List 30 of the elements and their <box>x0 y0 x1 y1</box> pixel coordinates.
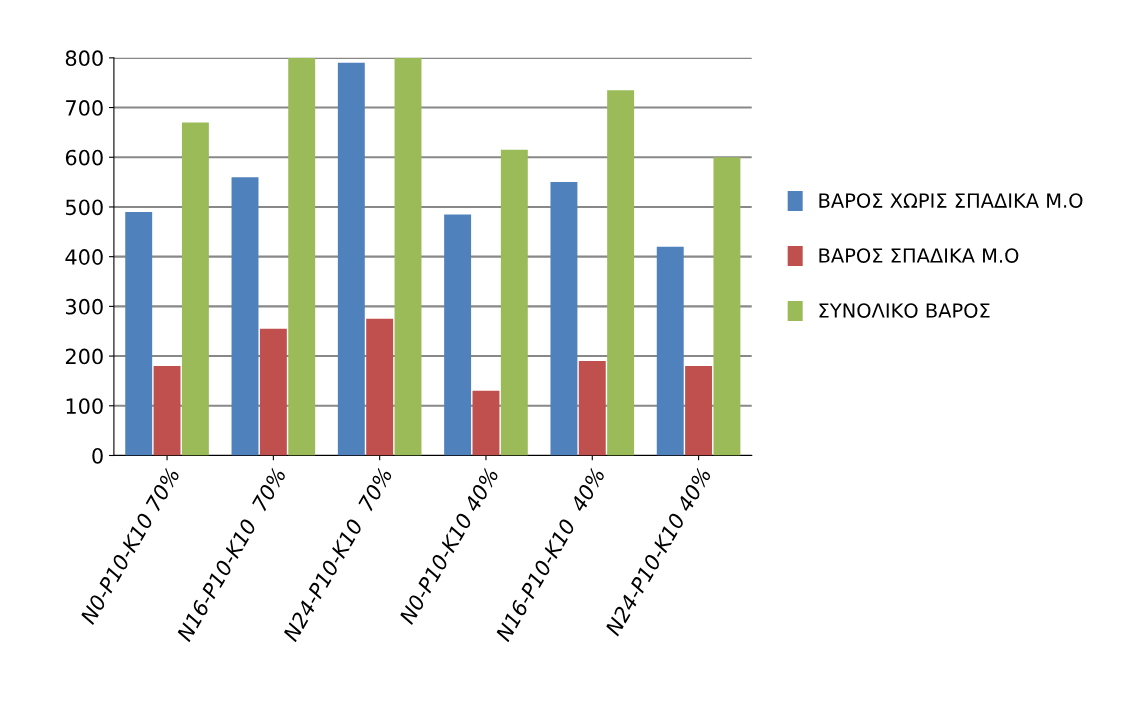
y-tick-label: 400 <box>65 249 103 265</box>
bar <box>153 366 181 456</box>
bar <box>713 157 741 456</box>
bar <box>125 211 153 456</box>
y-tick-label: 200 <box>65 348 103 365</box>
legend-label: ΒΑΡΟΣ ΧΩΡΙΣ ΣΠΑΔΙΚΑ Μ.Ο <box>819 193 1083 208</box>
legend-label: ΒΑΡΟΣ ΣΠΑΔΙΚΑ Μ.Ο <box>819 248 1019 263</box>
bar <box>288 57 316 456</box>
bar <box>366 318 394 456</box>
y-tick-label: 700 <box>66 100 103 116</box>
bar <box>656 246 684 456</box>
bar <box>337 62 365 456</box>
y-tick-label: 500 <box>66 199 103 216</box>
bar <box>685 366 713 456</box>
y-tick-label: 800 <box>65 50 103 67</box>
bar <box>231 177 259 456</box>
bar <box>394 57 422 456</box>
bar <box>550 182 578 456</box>
bar <box>500 149 528 456</box>
y-tick-label: 600 <box>65 149 103 166</box>
bar <box>444 214 472 456</box>
bar <box>472 390 500 456</box>
bar <box>181 122 209 456</box>
bar <box>259 328 287 456</box>
y-tick-label: 100 <box>66 398 103 414</box>
y-tick-label: 300 <box>66 298 103 315</box>
legend-label: ΣΥΝΟΛΙΚΟ ΒΑΡΟΣ <box>819 303 990 318</box>
bar <box>578 361 606 456</box>
y-tick-label: 0 <box>92 447 103 464</box>
bar <box>607 90 635 456</box>
